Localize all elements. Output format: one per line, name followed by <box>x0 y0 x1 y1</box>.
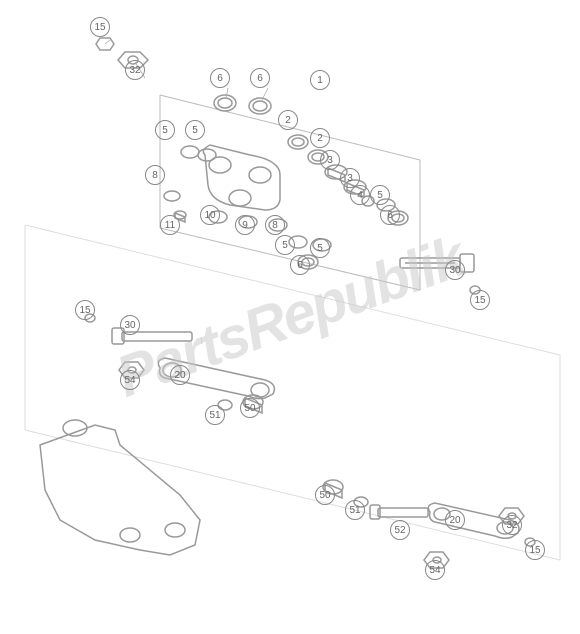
callout-32: 32 <box>125 60 145 80</box>
callout-8: 8 <box>265 215 285 235</box>
callout-4: 4 <box>350 185 370 205</box>
callout-50: 50 <box>315 485 335 505</box>
callout-6: 6 <box>210 68 230 88</box>
callout-15: 15 <box>90 17 110 37</box>
callout-6: 6 <box>290 255 310 275</box>
callout-15: 15 <box>470 290 490 310</box>
callout-2: 2 <box>310 128 330 148</box>
callout-6: 6 <box>380 205 400 225</box>
swingarm-outline <box>40 420 200 555</box>
callout-10: 10 <box>200 205 220 225</box>
callout-54: 54 <box>425 560 445 580</box>
parts-diagram: PartsRepublik 15326615522338451110986556… <box>0 0 580 634</box>
rocker-linkage <box>203 145 280 210</box>
callout-6: 6 <box>250 68 270 88</box>
callout-50: 50 <box>240 398 260 418</box>
callout-32: 32 <box>502 515 522 535</box>
callout-11: 11 <box>160 215 180 235</box>
callout-51: 51 <box>345 500 365 520</box>
callout-8: 8 <box>145 165 165 185</box>
callout-9: 9 <box>235 215 255 235</box>
callout-5: 5 <box>185 120 205 140</box>
bolt-52 <box>370 505 428 519</box>
callout-5: 5 <box>155 120 175 140</box>
callout-30: 30 <box>120 315 140 335</box>
callout-2: 2 <box>278 110 298 130</box>
callout-5: 5 <box>275 235 295 255</box>
callout-51: 51 <box>205 405 225 425</box>
nuts <box>85 38 535 568</box>
callout-5: 5 <box>310 238 330 258</box>
callout-15: 15 <box>525 540 545 560</box>
ground-plane <box>25 225 560 560</box>
callout-5: 5 <box>370 185 390 205</box>
callout-54: 54 <box>120 370 140 390</box>
callout-20: 20 <box>170 365 190 385</box>
callout-52: 52 <box>390 520 410 540</box>
callout-1: 1 <box>310 70 330 90</box>
callout-3: 3 <box>320 150 340 170</box>
callout-15: 15 <box>75 300 95 320</box>
callout-20: 20 <box>445 510 465 530</box>
callout-30: 30 <box>445 260 465 280</box>
